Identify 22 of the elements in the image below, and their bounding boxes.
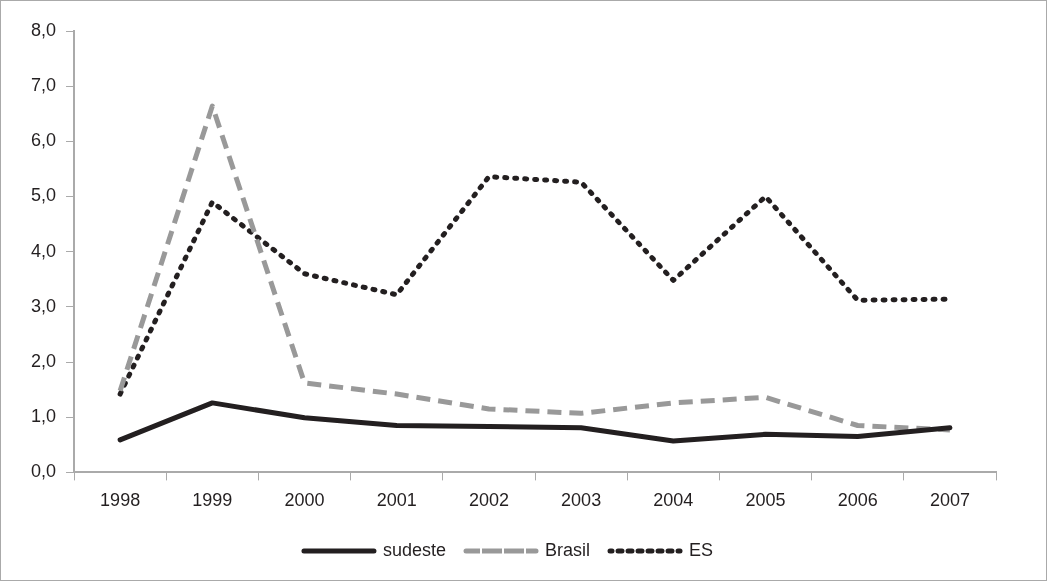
- x-tick-label: 1998: [100, 490, 141, 511]
- x-tick-label: 2003: [561, 490, 602, 511]
- x-tick-label: 2002: [468, 490, 509, 511]
- y-tick-label: 1,0: [30, 406, 57, 427]
- y-tick-label: 5,0: [30, 185, 57, 206]
- y-tick-label: 0,0: [30, 461, 57, 482]
- x-tick-label: 2001: [376, 490, 417, 511]
- x-tick-label: 2004: [653, 490, 694, 511]
- y-tick-label: 4,0: [30, 240, 57, 261]
- y-tick-label: 8,0: [30, 19, 57, 40]
- x-tick-label: 2000: [284, 490, 325, 511]
- x-tick-label: 2005: [745, 490, 786, 511]
- x-tick-label: 2007: [929, 490, 970, 511]
- x-tick-label: 2006: [837, 490, 878, 511]
- y-tick-label: 7,0: [30, 75, 57, 96]
- x-tick-label: 1999: [192, 490, 233, 511]
- legend-label: ES: [689, 539, 714, 560]
- y-tick-label: 2,0: [30, 351, 57, 372]
- legend-label: Brasil: [545, 539, 591, 560]
- legend-label: sudeste: [382, 539, 447, 560]
- y-tick-label: 6,0: [30, 130, 57, 151]
- y-tick-label: 3,0: [30, 295, 57, 316]
